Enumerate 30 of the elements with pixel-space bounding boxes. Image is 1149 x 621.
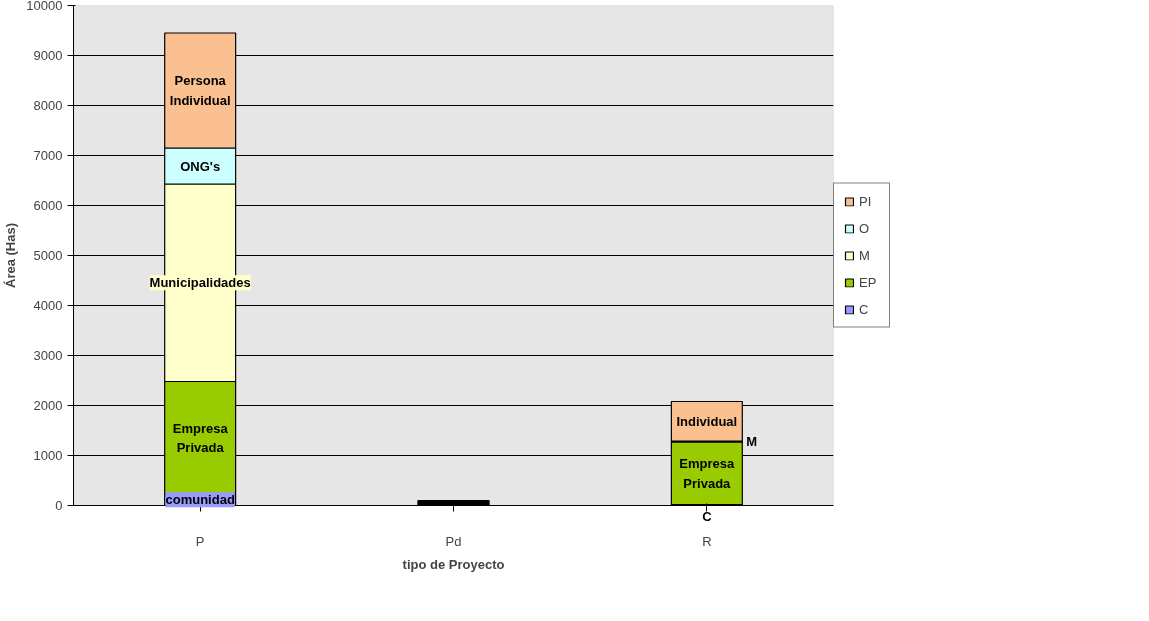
data-label: Municipalidades [149, 275, 251, 291]
data-label: comunidad [165, 492, 235, 508]
y-axis-title: Área (Has) [3, 222, 19, 289]
x-tick-label: Pd [445, 533, 462, 549]
y-tick-label: 6000 [33, 198, 63, 213]
data-label: Individual [676, 413, 738, 429]
y-tick-label: 9000 [33, 48, 63, 63]
y-tick-label: 2000 [33, 398, 63, 413]
y-tick-label: 7000 [33, 148, 63, 163]
legend-label: C [859, 301, 870, 317]
y-tick-label: 4000 [33, 298, 63, 313]
data-label: Empresa Privada [679, 456, 736, 491]
x-axis-title: tipo de Proyecto [402, 556, 505, 572]
y-tick-label: 1000 [33, 448, 63, 463]
legend-label: O [859, 220, 871, 236]
y-tick-label: 3000 [33, 348, 63, 363]
x-tick-label: P [195, 533, 205, 549]
y-tick-label: 5000 [33, 248, 63, 263]
x-tick-label: R [702, 533, 712, 549]
data-label: Persona Individual [169, 73, 231, 108]
legend-label: PI [859, 193, 873, 209]
data-label: M [746, 434, 758, 449]
y-tick-label: 8000 [33, 98, 63, 113]
data-label: Empresa Privada [172, 420, 229, 455]
legend-label: M [859, 247, 871, 263]
y-tick-label: 10000 [26, 0, 63, 13]
y-tick-label: 0 [55, 498, 63, 513]
data-label: ONG's [180, 158, 221, 174]
legend-label: EP [859, 274, 878, 290]
data-label: C [702, 508, 713, 524]
